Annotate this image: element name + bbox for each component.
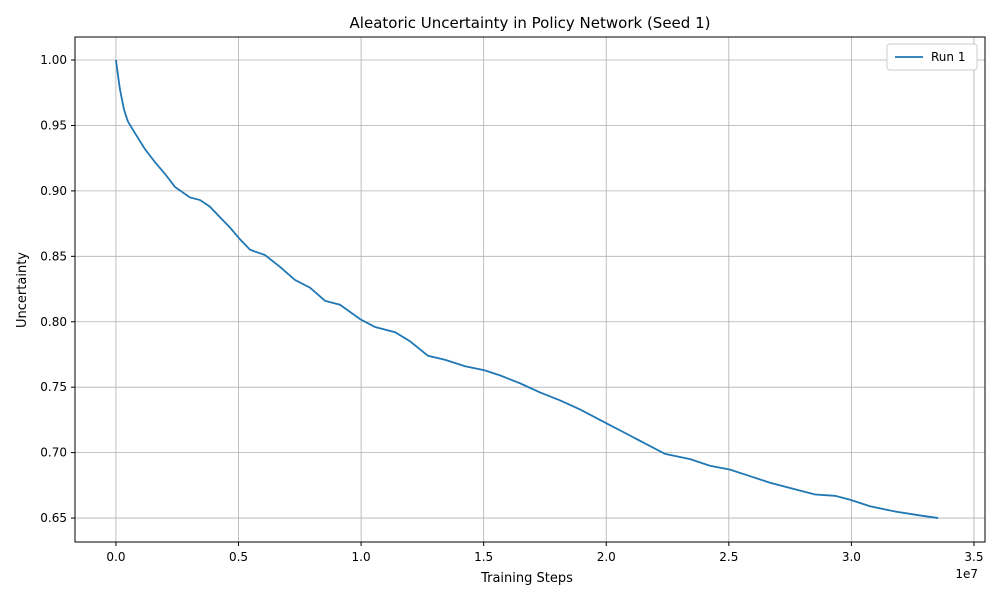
plot-frame: [74, 36, 986, 543]
x-axis-label: Training Steps: [480, 571, 573, 586]
legend-label: Run 1: [931, 50, 965, 64]
x-tick-label: 2.5: [719, 550, 738, 564]
x-tick-label: 0.0: [106, 550, 125, 564]
x-tick-label: 3.5: [964, 550, 983, 564]
y-tick-label: 0.80: [40, 315, 67, 329]
y-tick-label: 0.70: [40, 446, 67, 460]
line: [115, 59, 939, 519]
x-tick-label: 1.5: [474, 550, 493, 564]
y-tick-label: 0.75: [40, 380, 67, 394]
y-tick-label: 0.65: [40, 511, 67, 525]
x-tick-label: 0.5: [229, 550, 248, 564]
y-axis-label: Uncertainty: [15, 252, 30, 328]
y-tick-label: 0.90: [40, 184, 67, 198]
y-tick-label: 0.85: [40, 249, 67, 263]
chart-title: Aleatoric Uncertainty in Policy Network …: [350, 14, 711, 32]
y-tick-label: 1.00: [40, 53, 67, 67]
x-tick-label: 3.0: [842, 550, 861, 564]
x-offset-label: 1e7: [955, 567, 978, 581]
x-tick-label: 2.0: [597, 550, 616, 564]
y-tick-label: 0.95: [40, 118, 67, 132]
x-tick-label: 1.0: [352, 550, 371, 564]
legend-box: [886, 43, 978, 71]
